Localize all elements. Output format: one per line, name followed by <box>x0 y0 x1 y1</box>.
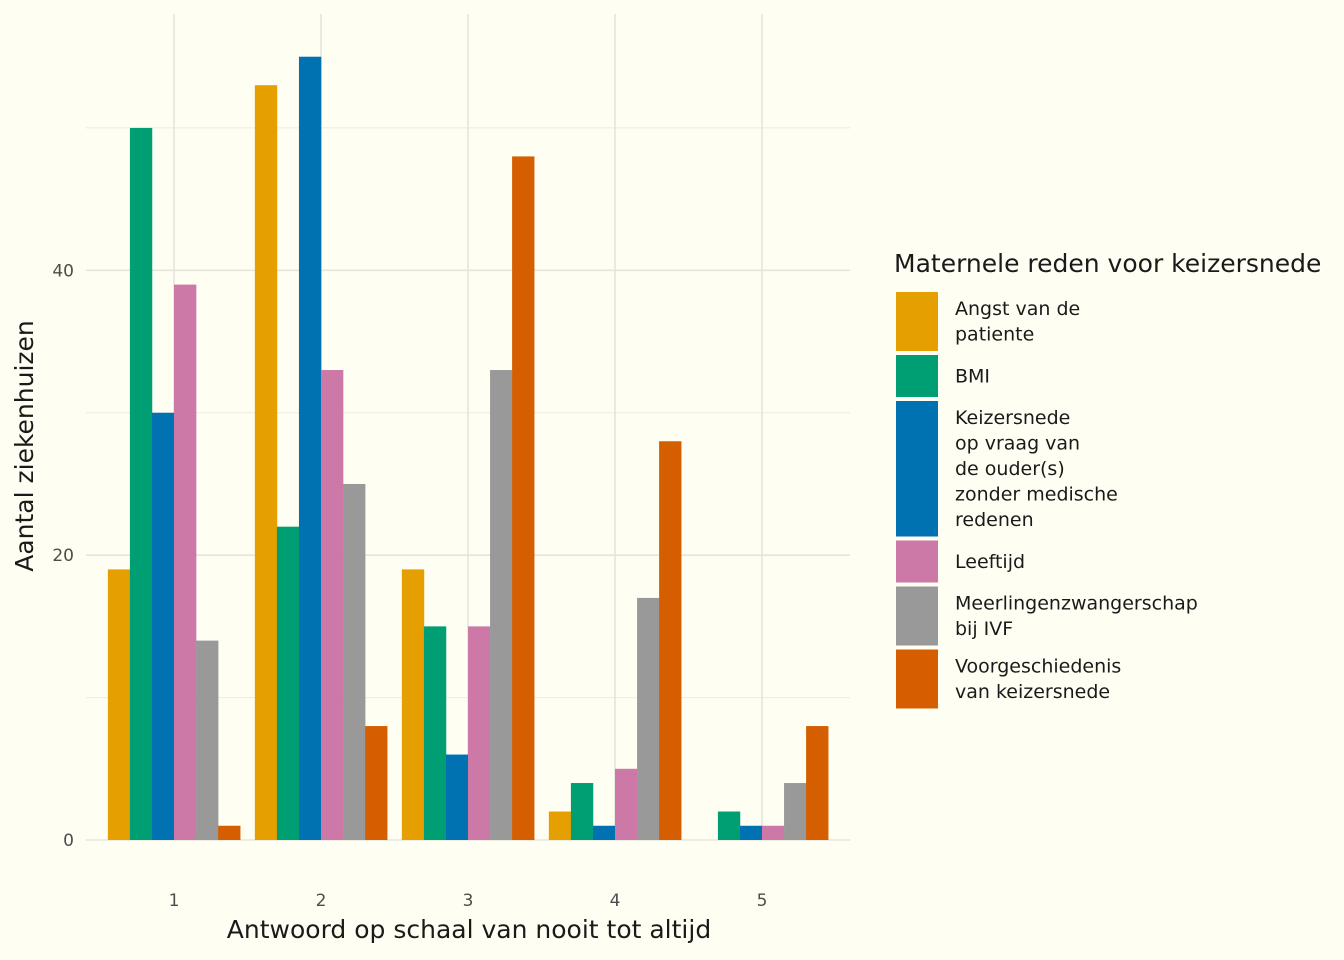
bar <box>174 284 197 841</box>
legend-key <box>896 292 938 351</box>
legend-key <box>896 649 938 709</box>
bar <box>739 825 763 840</box>
bar <box>512 156 535 840</box>
legend-label: Meerlingenzwangerschap bij IVF <box>955 593 1198 641</box>
bar <box>196 640 219 840</box>
y-tick-label: 0 <box>63 831 74 851</box>
legend-label: Leeftijd <box>955 551 1025 573</box>
bar <box>107 569 131 840</box>
bar <box>570 783 594 840</box>
legend-label: Angst van de patiente <box>955 298 1080 346</box>
legend-label: BMI <box>955 365 990 387</box>
x-tick-label: 4 <box>610 891 621 911</box>
legend-label: Keizersnede op vraag van de ouder(s) zonder… <box>955 407 1118 531</box>
legend-items: Angst van de patiente BMI Keizersnede op vra… <box>896 292 1198 709</box>
y-axis-title: Aantal ziekenhuizen <box>10 320 39 572</box>
legend-item: Keizersnede op vraag van de ouder(s) zonder… <box>896 401 1118 537</box>
legend-item: Meerlingenzwangerschap bij IVF <box>896 586 1198 646</box>
bar <box>592 825 616 840</box>
x-tick-label: 1 <box>169 891 180 911</box>
legend-key <box>896 540 938 583</box>
x-tick-label: 3 <box>463 891 474 911</box>
legend-label: Voorgeschiedenis van keizersnede <box>955 656 1121 704</box>
bar <box>151 412 175 840</box>
legend-key <box>896 355 938 397</box>
legend-title: Maternele reden voor keizersnede <box>894 249 1321 278</box>
legend-item: Angst van de patiente <box>896 292 1080 351</box>
x-tick-label: 2 <box>316 891 327 911</box>
bar <box>637 597 660 840</box>
bars-layer <box>107 56 829 841</box>
bar <box>343 483 366 840</box>
bar <box>254 85 278 840</box>
x-tick-label: 5 <box>757 891 768 911</box>
x-axis-title: Antwoord op schaal van nooit tot altijd <box>227 915 711 944</box>
bar <box>490 370 513 840</box>
bar <box>401 569 425 840</box>
bar <box>659 441 682 840</box>
bar <box>806 726 829 840</box>
bar <box>615 768 638 840</box>
y-tick-label: 40 <box>52 261 74 281</box>
bar <box>321 370 344 840</box>
legend: Maternele reden voor keizersnede Angst v… <box>894 249 1321 709</box>
bar <box>365 726 388 840</box>
legend-key <box>896 586 938 646</box>
bar <box>298 56 322 841</box>
bar <box>445 754 469 840</box>
bar <box>717 811 741 840</box>
bar <box>468 626 491 840</box>
bar <box>218 825 241 840</box>
legend-item: BMI <box>896 355 990 397</box>
legend-item: Leeftijd <box>896 540 1025 583</box>
bar <box>276 526 300 840</box>
legend-key <box>896 401 938 537</box>
bar <box>548 811 572 840</box>
ticks-layer: 1 2 3 4 5 0 20 40 <box>52 261 767 911</box>
bar <box>129 127 153 841</box>
bar <box>784 783 807 840</box>
bar <box>423 626 447 840</box>
legend-item: Voorgeschiedenis van keizersnede <box>896 649 1121 709</box>
y-tick-label: 20 <box>52 546 74 566</box>
bar <box>762 825 785 840</box>
